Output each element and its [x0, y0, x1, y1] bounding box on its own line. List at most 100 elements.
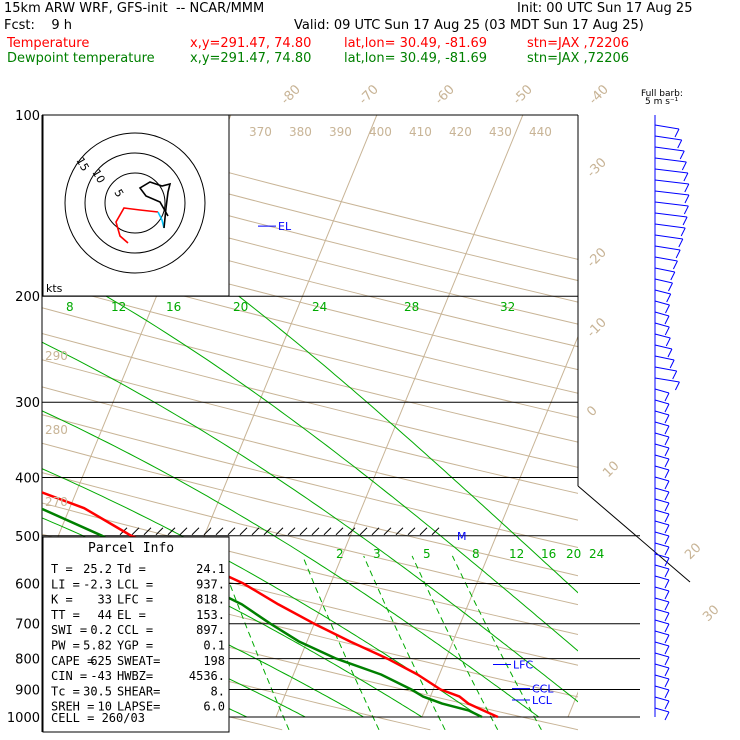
theta-label: 370 [249, 125, 272, 139]
dry-adiabat [42, 257, 578, 394]
parcel-info-value: 5.82 [83, 639, 112, 653]
hatch-mark [215, 527, 224, 536]
hatch-mark [179, 527, 188, 536]
hatch-mark [263, 527, 272, 536]
wind-barb-flag [664, 414, 670, 424]
pressure-label: 700 [15, 618, 40, 633]
parcel-info-key: YGP = [117, 639, 153, 653]
hodograph-frame [42, 114, 230, 297]
wind-barb-flag [664, 689, 670, 699]
hodograph-ring [84, 152, 186, 254]
temperature-station: stn=JAX ,72206 [527, 36, 630, 51]
hatch-mark [383, 527, 392, 536]
wind-barb-flag [664, 700, 670, 710]
dewpoint-latlon: lat,lon= 30.49, -81.69 [344, 51, 488, 66]
wind-barb [654, 652, 670, 658]
hatch-mark [395, 527, 404, 536]
wind-barb-flag [664, 667, 670, 677]
wind-barb [654, 553, 670, 559]
wind-barb [654, 124, 680, 130]
wind-barb-flag [683, 205, 689, 215]
hatch-mark [143, 527, 152, 536]
hatch-mark [287, 527, 296, 536]
wind-barb-flag [683, 172, 689, 182]
hodograph-ring [104, 172, 166, 234]
wind-barb-flag [664, 579, 670, 589]
wind-barb [654, 509, 670, 515]
wind-barb-flag [664, 711, 670, 721]
dry-adiabat [42, 633, 431, 731]
wind-barb-flag [667, 348, 673, 358]
isotherm-label: -80 [278, 82, 304, 108]
isotherm-label: 30 [700, 603, 722, 625]
dry-adiabat [42, 442, 578, 577]
parcel-info-value: 24.1 [196, 562, 225, 576]
wind-barb [654, 278, 673, 284]
hatch-mark [371, 527, 380, 536]
parcel-info-value: 4536. [189, 669, 225, 683]
thetae-label: 32 [500, 300, 515, 314]
wind-barb [654, 619, 670, 625]
parcel-info-key: LAPSE= [117, 700, 160, 714]
wind-barb-flag [664, 315, 670, 325]
wind-barb-flag [684, 183, 690, 193]
temperature-xy: x,y=291.47, 74.80 [190, 36, 312, 51]
parcel-info-value: 6.0 [203, 700, 225, 714]
hatch-mark [347, 527, 356, 536]
theta-label: 290 [45, 349, 68, 363]
wind-barb [654, 256, 678, 262]
wind-barb [654, 168, 688, 174]
parcel-info-value: 897. [196, 623, 225, 637]
wind-barb-flag [664, 601, 670, 611]
wind-barb [654, 696, 670, 702]
theta-label: 390 [329, 125, 352, 139]
isotherm-label: -30 [584, 155, 610, 181]
wind-barb-flag [664, 480, 670, 490]
wind-barb [654, 135, 682, 141]
isotherm-label: -50 [510, 82, 536, 108]
wind-barb-flag [664, 392, 670, 402]
parcel-info-value: 0.2 [90, 623, 112, 637]
thetae-label: 8 [66, 300, 74, 314]
wind-barb-flag [664, 458, 670, 468]
wind-barb [654, 421, 670, 427]
theta-label: 270 [45, 495, 68, 509]
temperature-latlon: lat,lon= 30.49, -81.69 [344, 36, 488, 51]
wind-barb-flag [664, 524, 670, 534]
wind-barb-flag [664, 491, 670, 501]
wind-barb-flag [664, 403, 670, 413]
wind-barb [654, 212, 688, 218]
parcel-info-key: Td = [117, 562, 146, 576]
pressure-label: 300 [15, 396, 40, 411]
wind-barb-flag [664, 612, 670, 622]
wind-barb-flag [677, 139, 683, 149]
barb-legend-units: 5 m s⁻¹ [645, 97, 679, 107]
wind-barb [654, 201, 689, 207]
thetae-label: 28 [404, 300, 419, 314]
theta-label: 440 [529, 125, 552, 139]
dewpoint-xy: x,y=291.47, 74.80 [190, 51, 312, 66]
theta-label: 380 [289, 125, 312, 139]
theta-label: 410 [409, 125, 432, 139]
dry-adiabat [42, 282, 578, 418]
parcel-info-value: 625 [90, 654, 112, 668]
parcel-info-title: Parcel Info [88, 541, 174, 556]
wind-barb [654, 520, 670, 526]
parcel-info-value: 25.2 [83, 562, 112, 576]
wind-barb [654, 597, 670, 603]
wind-barb-flag [668, 282, 673, 292]
parcel-info-key: CIN = [51, 669, 87, 683]
wind-barb [654, 465, 670, 471]
frame-diagonal [577, 485, 691, 583]
wind-barb [654, 476, 670, 482]
hatch-mark [227, 527, 236, 536]
wind-barb-flag [675, 249, 681, 259]
moist-adiabat [42, 596, 306, 718]
theta-label: 280 [45, 423, 68, 437]
pressure-label: 200 [15, 290, 40, 305]
wind-barb [654, 322, 670, 328]
pressure-label: 1000 [7, 711, 40, 726]
mixing-ratio-label: 24 [589, 547, 604, 561]
moist-adiabat [0, 296, 13, 717]
